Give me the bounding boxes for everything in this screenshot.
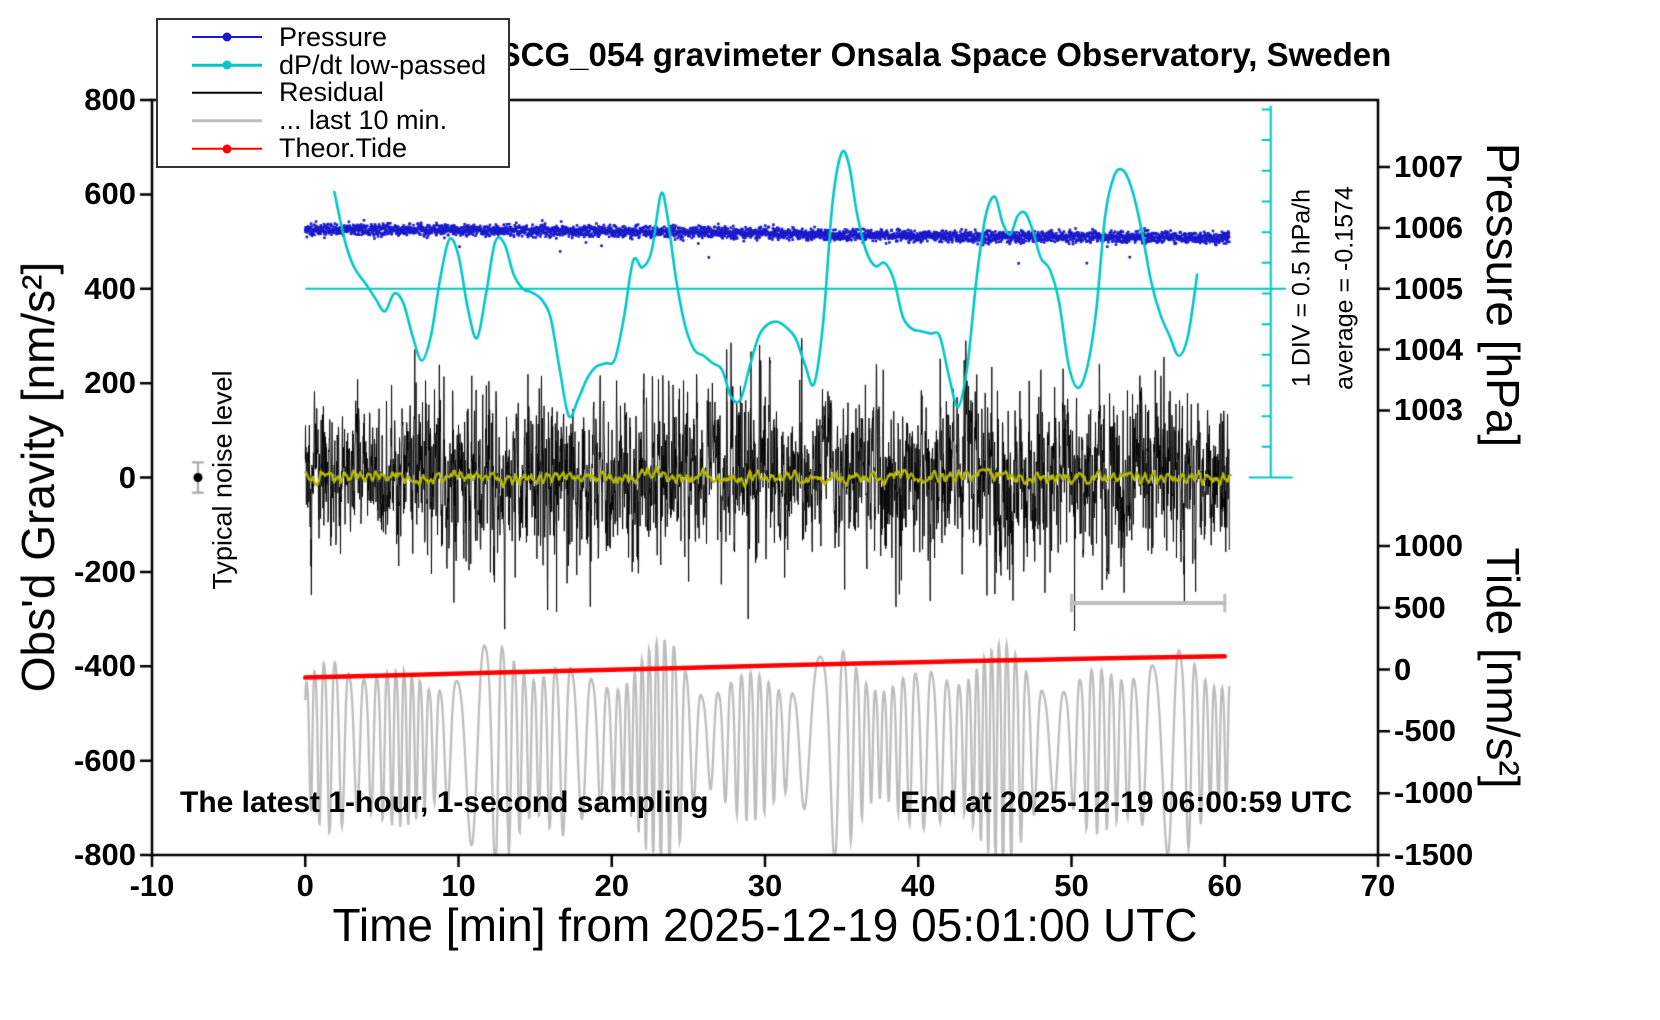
chart-title: SCG_054 gravimeter Onsala Space Observat… [498, 36, 1392, 73]
legend-dot-icon [222, 32, 232, 42]
legend-item-label: Residual [279, 77, 385, 108]
legend-item: ... last 10 min. [158, 105, 508, 136]
pressure-tick-label: 1004 [1394, 331, 1463, 367]
x-tick-label: 40 [901, 868, 936, 903]
tide-tick-label: 500 [1394, 589, 1446, 625]
tide-tick-label: -1500 [1394, 837, 1474, 872]
gravity-tick-label: 0 [118, 459, 136, 495]
legend-item-label: Pressure [279, 21, 388, 52]
pressure-tick-label: 1003 [1394, 392, 1463, 428]
legend-item: dP/dt low-passed [158, 49, 508, 80]
legend-item: Theor.Tide [158, 133, 508, 164]
x-tick-label: -10 [129, 868, 175, 903]
legend-swatch [192, 114, 262, 128]
tide-tick-label: 0 [1394, 651, 1412, 687]
legend-item: Residual [158, 77, 508, 108]
legend-swatch [192, 58, 262, 72]
tide-tick-label: -1000 [1394, 775, 1474, 811]
x-tick-label: 60 [1207, 868, 1242, 903]
x-tick-label: 70 [1360, 868, 1396, 903]
legend-swatch [192, 30, 262, 44]
legend-swatch [192, 86, 262, 100]
tide-tick-label: 1000 [1394, 527, 1463, 563]
noise-level-annotation: Typical noise level [207, 370, 238, 590]
legend-item-label: Theor.Tide [279, 133, 408, 164]
sampling-annotation: The latest 1-hour, 1-second sampling [180, 786, 709, 819]
x-tick-label: 50 [1054, 868, 1089, 903]
gravity-tick-label: -400 [73, 648, 136, 684]
legend-line-icon [192, 119, 262, 123]
gravity-tick-label: -200 [73, 553, 136, 589]
pressure-tick-label: 1006 [1394, 209, 1463, 245]
gravity-tick-label: 400 [84, 270, 136, 306]
x-axis-title: Time [min] from 2025-12-19 05:01:00 UTC [332, 899, 1198, 951]
pressure-tick-label: 1005 [1394, 270, 1463, 306]
tide-tick-label: -500 [1394, 713, 1457, 749]
div-annotation: 1 DIV = 0.5 hPa/h [1287, 188, 1316, 388]
end-annotation: End at 2025-12-19 06:00:59 UTC [900, 786, 1352, 819]
gravity-tick-label: 200 [84, 365, 136, 401]
pressure-tick-label: 1007 [1394, 149, 1463, 184]
legend-line-icon [192, 91, 262, 95]
average-annotation: average = -0.1574 [1330, 186, 1359, 390]
legend: Pressure dP/dt low-passed Residual... last… [156, 18, 510, 168]
legend-dot-icon [222, 144, 232, 154]
gravity-tick-label: -800 [73, 837, 136, 872]
x-tick-label: 0 [296, 868, 314, 903]
x-tick-label: 30 [747, 868, 783, 903]
gravity-tick-label: 600 [84, 176, 136, 212]
gravity-tick-label: 800 [84, 82, 136, 117]
legend-item-label: dP/dt low-passed [279, 49, 487, 80]
legend-swatch [192, 142, 262, 156]
x-tick-label: 20 [594, 868, 629, 903]
gravity-tick-label: -600 [73, 742, 136, 778]
legend-item: Pressure [158, 21, 508, 52]
legend-dot-icon [222, 60, 232, 70]
legend-item-label: ... last 10 min. [279, 105, 448, 136]
x-tick-label: 10 [441, 868, 476, 903]
